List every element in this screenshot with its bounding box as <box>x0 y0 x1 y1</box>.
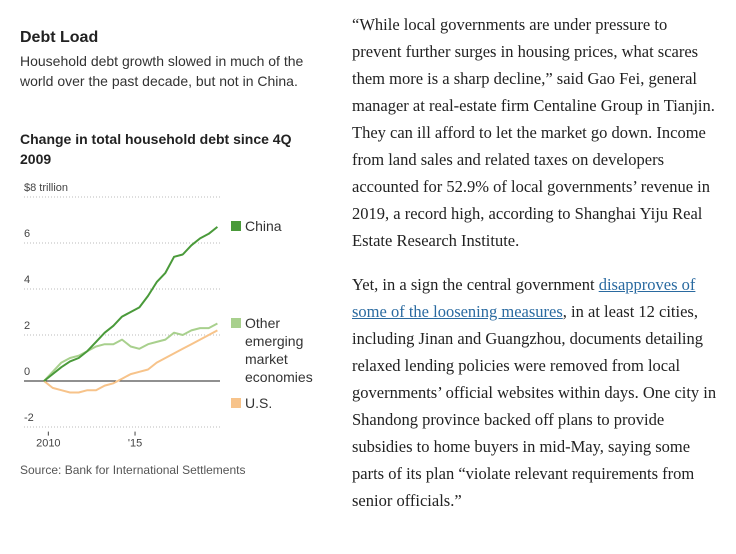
text: , in at least 12 cities, including Jinan… <box>352 302 717 510</box>
link[interactable]: disapproves of some of the loosening mea… <box>352 275 696 321</box>
source: Source: Bank for International Settlemen… <box>20 463 246 477</box>
legend-item: U.S. <box>231 394 335 412</box>
series-line <box>43 322 218 382</box>
paragraph: “While local governments are under press… <box>20 11 720 254</box>
paragraph: Yet, in a sign the central government di… <box>20 271 720 514</box>
text: Yet, in a sign the central government <box>352 275 599 294</box>
y-tick-label: 2 <box>24 320 30 332</box>
x-tick-label: '15 <box>128 438 142 450</box>
legend-swatch <box>231 221 241 231</box>
figure-title: Debt Load <box>20 29 99 46</box>
y-tick-label: $8 trillion <box>24 182 68 194</box>
legend-label: China <box>245 218 282 234</box>
y-tick-label: -2 <box>24 412 34 424</box>
layout: $8 trillion 6 4 2 0 -2 2010 '15 Debt Load House… <box>20 11 720 514</box>
legend-swatch <box>231 398 241 408</box>
x-tick-label: 2010 <box>36 438 60 450</box>
legend-item: China <box>231 217 335 235</box>
legend-label: U.S. <box>245 395 273 411</box>
chart: $8 trillion 6 4 2 0 -2 2010 '15 <box>24 182 220 450</box>
figure-subtitle: Household debt growth slowed in much of … <box>20 53 304 89</box>
series-line <box>43 329 218 394</box>
y-tick-label: 6 <box>24 228 30 240</box>
y-tick-label: 0 <box>24 366 30 378</box>
figure: $8 trillion 6 4 2 0 -2 2010 '15 Debt Load House… <box>20 11 352 506</box>
legend-item: Other emerging market economies <box>231 314 335 386</box>
series-line <box>43 226 219 382</box>
text: “While local governments are under press… <box>352 15 715 250</box>
chart-title: Change in total household debt since 4Q … <box>20 131 292 167</box>
y-tick-label: 4 <box>24 274 30 286</box>
legend-swatch <box>231 318 241 328</box>
legend-label: Other emerging market economies <box>245 315 313 385</box>
